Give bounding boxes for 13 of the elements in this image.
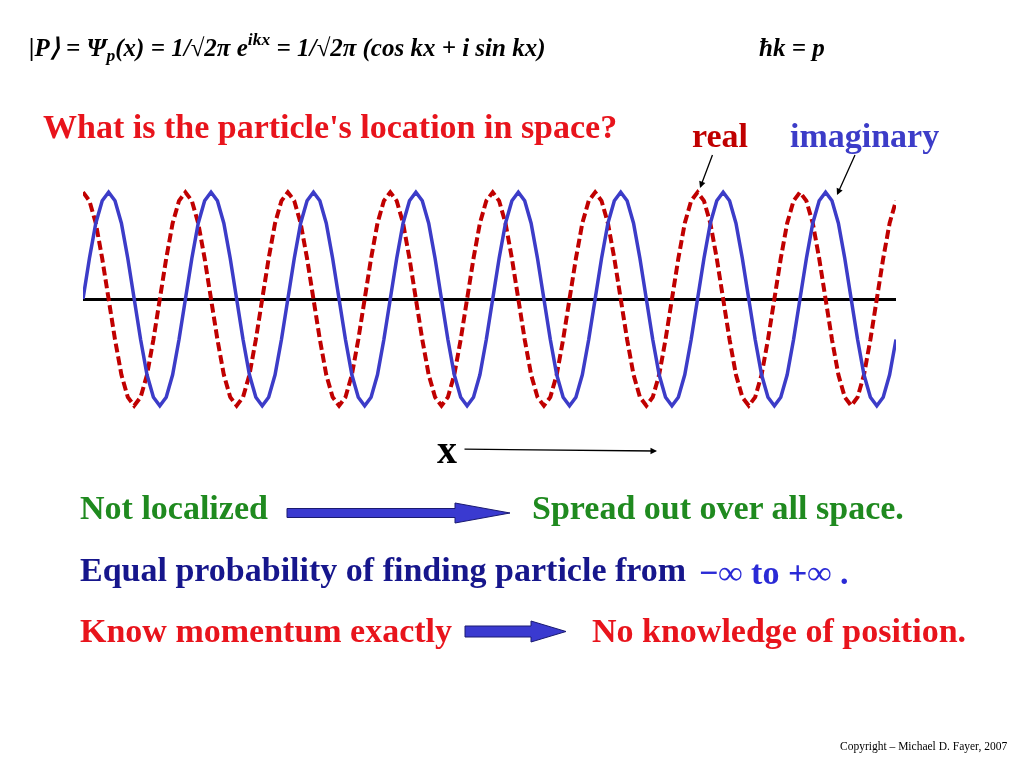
series-label: imaginary <box>790 117 940 154</box>
text: No knowledge of position. <box>592 612 967 649</box>
chart-title: What is the particle's location in space? <box>43 107 618 145</box>
text: Not localized <box>80 489 268 526</box>
text: −∞ to +∞ . <box>699 554 849 591</box>
text: Equal probability of finding particle from <box>80 551 687 588</box>
text: ħk = p <box>759 34 825 61</box>
x-axis-title: x <box>437 427 457 472</box>
series-label: real <box>692 117 749 154</box>
text: |P⟩ = Ψ$_{p}$(x) = 1/√2π e$^{ikx}$ = 1/√2π (cos kx + i sin kx) <box>29 29 546 65</box>
text: Spread out over all space. <box>532 489 904 526</box>
text: Copyright – Michael D. Fayer, 2007 <box>840 740 1008 753</box>
text: Know momentum exactly <box>80 612 453 649</box>
